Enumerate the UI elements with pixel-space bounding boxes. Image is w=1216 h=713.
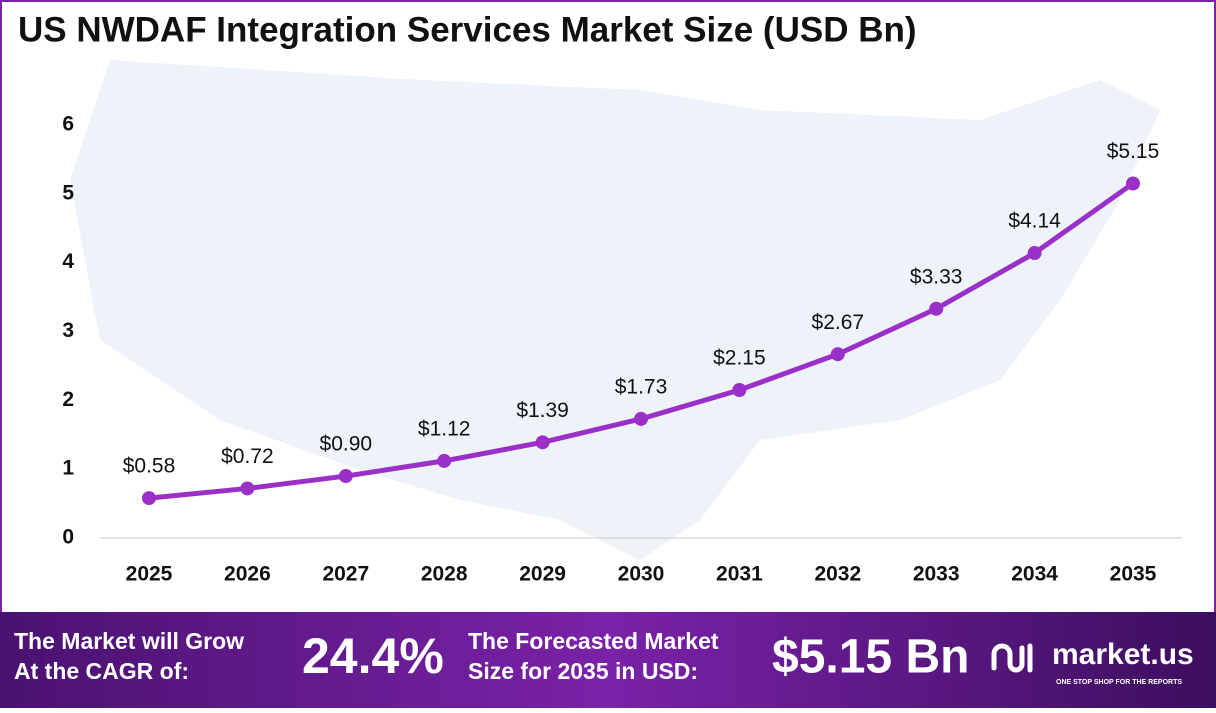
data-label: $5.15: [1107, 140, 1160, 163]
data-label: $2.67: [812, 311, 865, 334]
x-tick-label: 2030: [618, 563, 665, 586]
data-label: $1.39: [516, 399, 569, 422]
x-tick-label: 2033: [913, 563, 960, 586]
x-tick-label: 2035: [1110, 563, 1157, 586]
tagline: ONE STOP SHOP FOR THE REPORTS: [1056, 679, 1182, 686]
data-label: $1.73: [615, 375, 668, 398]
x-tick-label: 2027: [322, 563, 369, 586]
point: [437, 453, 452, 468]
x-tick-label: 2031: [716, 563, 763, 586]
footer-band: [0, 612, 1216, 708]
cagr-value: 24.4%: [302, 628, 444, 684]
y-tick-label: 1: [62, 457, 74, 480]
data-label: $0.58: [123, 455, 176, 478]
data-label: $4.14: [1008, 210, 1061, 233]
data-label: $0.72: [221, 445, 274, 468]
point: [338, 469, 353, 484]
y-tick-label: 5: [62, 181, 74, 204]
x-tick-label: 2028: [421, 563, 468, 586]
x-tick-label: 2032: [814, 563, 861, 586]
map-background: [70, 60, 1160, 560]
point: [830, 347, 845, 362]
data-label: $2.15: [713, 347, 766, 370]
logo-icon: [991, 643, 1033, 673]
point: [142, 491, 156, 506]
footer-text: At the CAGR of:: [14, 658, 189, 684]
y-tick-label: 0: [62, 526, 74, 549]
brand: market.us: [1052, 638, 1194, 671]
forecast-value: $5.15 Bn: [772, 631, 969, 684]
point: [535, 435, 550, 450]
footer-text: The Market will Grow: [14, 628, 244, 654]
y-tick-label: 6: [62, 113, 74, 136]
point: [634, 411, 648, 426]
y-tick-label: 2: [62, 388, 74, 411]
chart-title: US NWDAF Integration Services Market Siz…: [18, 10, 917, 49]
point: [732, 383, 747, 398]
x-tick-label: 2025: [126, 563, 173, 586]
point: [1027, 246, 1042, 261]
data-label: $3.33: [910, 265, 963, 288]
point: [1126, 176, 1140, 191]
x-tick-label: 2029: [519, 563, 566, 586]
y-tick-label: 4: [62, 250, 74, 273]
x-tick-label: 2034: [1011, 563, 1058, 586]
footer-text: The Forecasted Market: [468, 628, 719, 654]
point: [240, 481, 255, 496]
y-tick-label: 3: [62, 319, 74, 342]
data-label: $1.12: [418, 417, 471, 440]
footer-text: Size for 2035 in USD:: [468, 658, 698, 684]
x-tick-label: 2026: [224, 563, 271, 586]
point: [929, 301, 944, 316]
data-label: $0.90: [320, 433, 373, 456]
